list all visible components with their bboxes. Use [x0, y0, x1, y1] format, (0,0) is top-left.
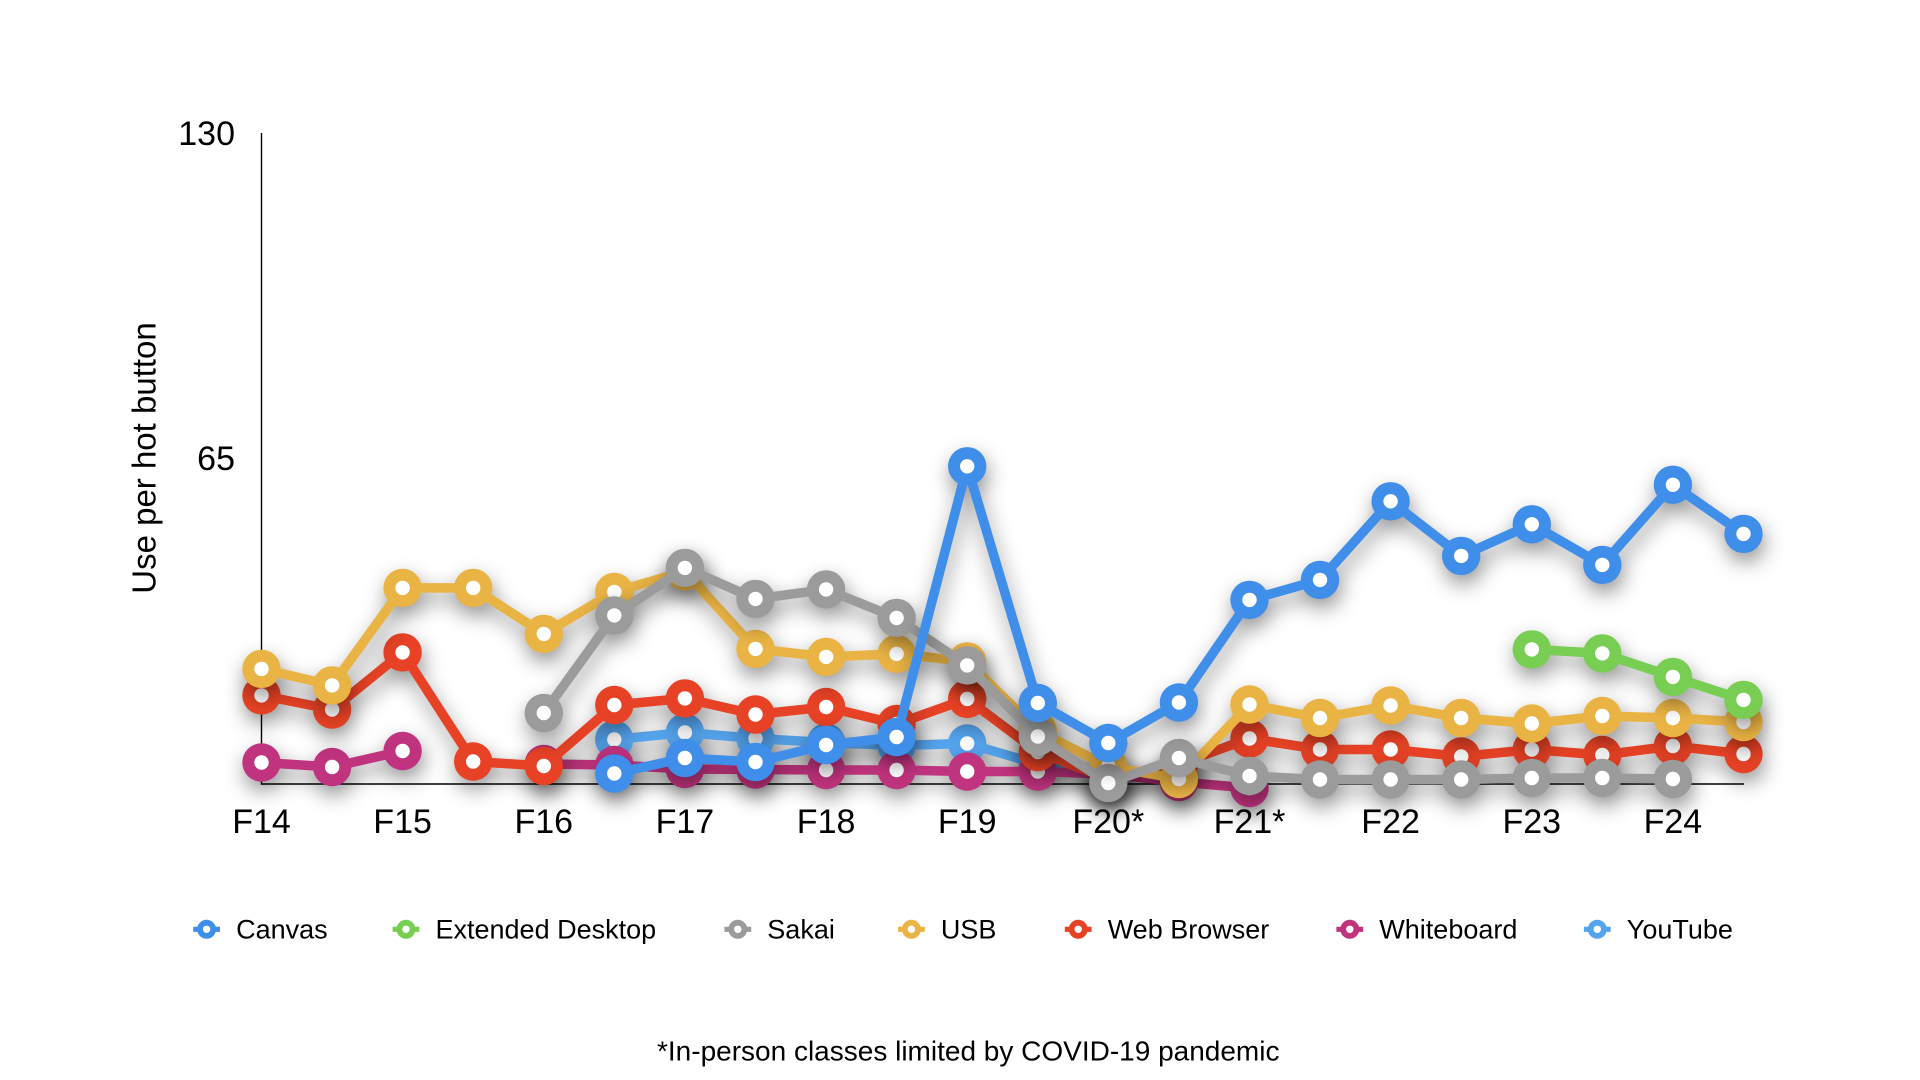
- svg-text:65: 65: [197, 440, 235, 478]
- svg-text:Whiteboard: Whiteboard: [1379, 914, 1517, 944]
- svg-text:F19: F19: [938, 803, 997, 841]
- svg-text:*In-person classes limited by: *In-person classes limited by COVID-19 p…: [657, 1036, 1279, 1067]
- svg-text:YouTube: YouTube: [1627, 914, 1733, 944]
- svg-text:F21*: F21*: [1214, 803, 1286, 841]
- svg-text:Canvas: Canvas: [236, 914, 328, 944]
- svg-text:USB: USB: [941, 914, 997, 944]
- svg-text:F18: F18: [797, 803, 856, 841]
- svg-text:Use per hot button: Use per hot button: [126, 322, 163, 594]
- svg-text:F22: F22: [1361, 803, 1420, 841]
- svg-text:F17: F17: [656, 803, 715, 841]
- svg-text:F23: F23: [1503, 803, 1562, 841]
- svg-text:Web Browser: Web Browser: [1108, 914, 1270, 944]
- svg-text:F15: F15: [373, 803, 432, 841]
- svg-text:F14: F14: [232, 803, 291, 841]
- svg-text:F20*: F20*: [1072, 803, 1144, 841]
- svg-text:F16: F16: [515, 803, 574, 841]
- svg-text:Sakai: Sakai: [767, 914, 835, 944]
- svg-text:Extended Desktop: Extended Desktop: [436, 914, 657, 944]
- svg-text:130: 130: [178, 115, 235, 153]
- svg-text:F24: F24: [1644, 803, 1703, 841]
